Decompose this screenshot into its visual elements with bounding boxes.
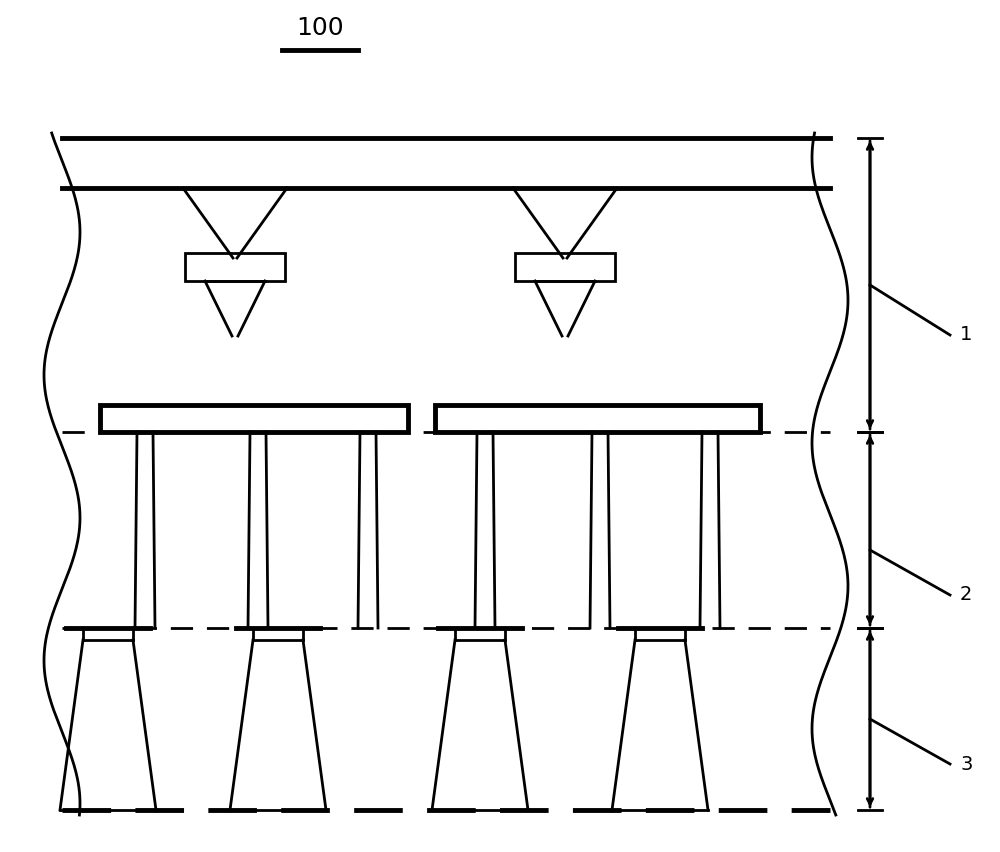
- Text: 100: 100: [296, 16, 344, 40]
- Bar: [100, 405, 408, 432]
- Bar: [185, 253, 285, 281]
- Text: 1: 1: [960, 325, 972, 344]
- Text: 3: 3: [960, 755, 972, 774]
- Bar: [515, 253, 615, 281]
- Bar: [435, 405, 760, 432]
- Text: 2: 2: [960, 585, 972, 605]
